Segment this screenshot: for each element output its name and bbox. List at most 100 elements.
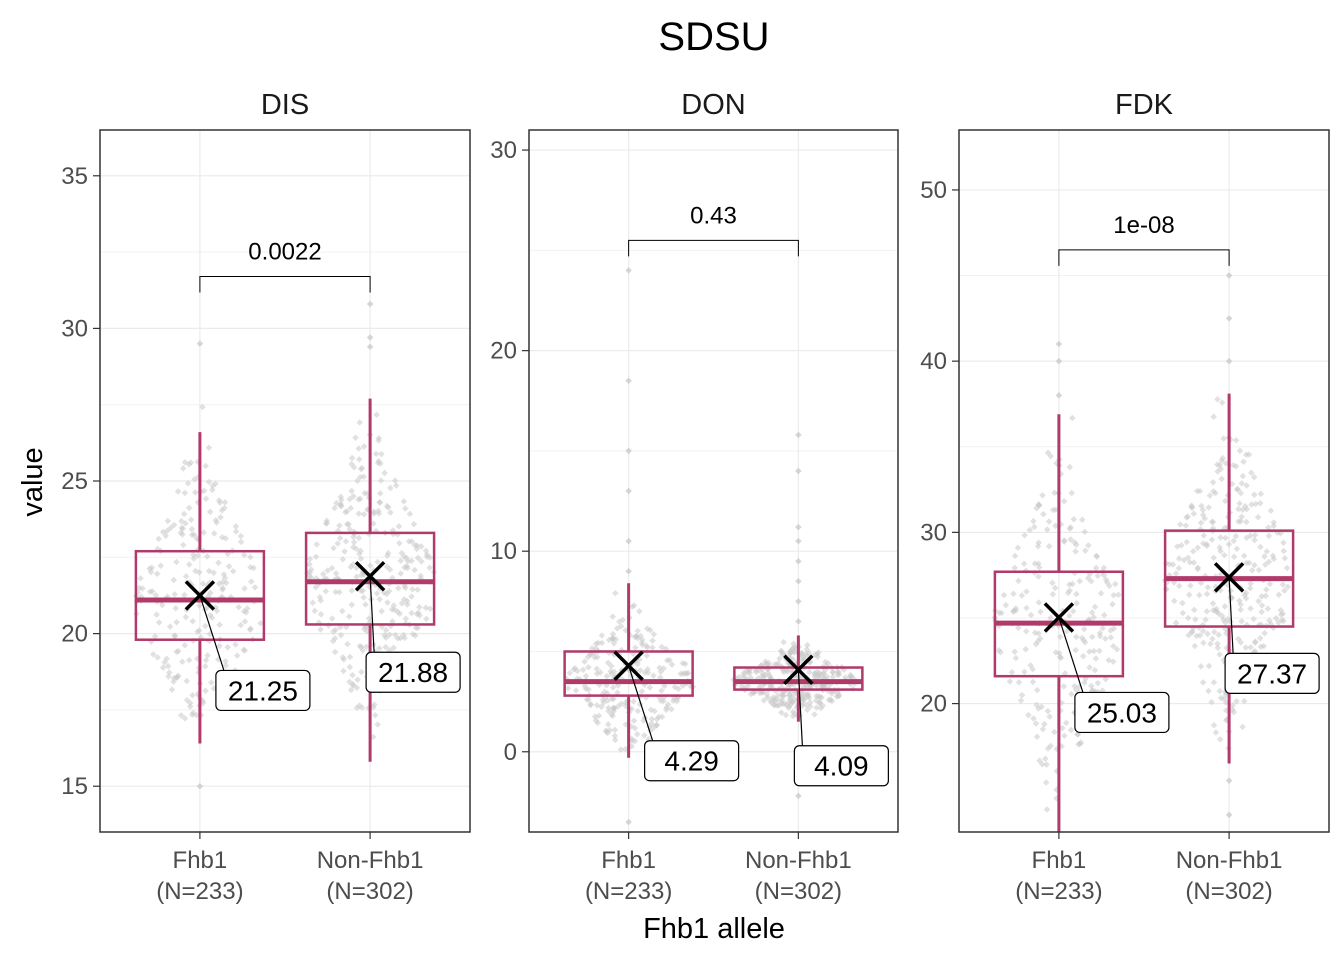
data-point [610, 695, 617, 703]
data-point [339, 555, 347, 563]
data-point [306, 561, 313, 568]
data-point [1258, 593, 1265, 600]
data-point [1037, 608, 1044, 616]
data-point [1027, 611, 1035, 619]
data-point [365, 615, 373, 622]
data-point [354, 477, 361, 485]
data-point [388, 606, 396, 613]
data-point [1246, 585, 1254, 592]
data-point [642, 642, 650, 650]
data-point [1039, 725, 1047, 733]
data-point [202, 462, 209, 470]
y-axis-label: value [17, 447, 49, 516]
data-point [1033, 686, 1041, 694]
data-point [251, 584, 259, 591]
outlier-point [795, 557, 802, 565]
data-point [1061, 732, 1068, 740]
outlier-point [795, 523, 802, 531]
data-point [1072, 646, 1079, 654]
data-point [377, 477, 385, 484]
data-point [320, 570, 327, 578]
mean-leader-line [628, 665, 654, 741]
data-point [1073, 590, 1080, 598]
data-point [346, 678, 353, 686]
data-point [360, 594, 367, 601]
data-point [804, 641, 811, 649]
data-point [164, 517, 172, 525]
data-point [806, 668, 813, 676]
data-point [778, 709, 785, 716]
data-point [598, 639, 606, 647]
p-value-label: 0.0022 [248, 239, 321, 266]
data-point [1047, 614, 1054, 622]
y-tick-label: 20 [61, 621, 88, 648]
data-point [1096, 647, 1103, 655]
data-point [1041, 720, 1048, 728]
data-point [1240, 552, 1248, 560]
data-point [598, 632, 606, 639]
point-cloud-non-fhb1 [730, 431, 859, 800]
data-point [1025, 711, 1032, 719]
mean-label: 27.37 [1237, 658, 1307, 689]
data-point [377, 490, 384, 497]
data-point [790, 640, 797, 647]
data-point [403, 597, 411, 605]
data-point [1183, 538, 1190, 546]
facet-panel-don: DON 0 10 20 30 4.29 4.09 0.43 Fhb1 (N=233) Non-Fhb… [490, 89, 899, 905]
data-point [1030, 517, 1037, 525]
data-point [1081, 679, 1088, 686]
data-point [192, 489, 199, 496]
data-point [1258, 608, 1265, 616]
data-point [829, 669, 836, 676]
data-point [332, 588, 339, 596]
data-point [1060, 498, 1068, 505]
data-point [1176, 582, 1183, 590]
data-point [1175, 555, 1183, 562]
data-point [322, 588, 330, 595]
data-point [760, 697, 768, 704]
data-point [581, 658, 588, 665]
data-point [609, 712, 616, 720]
data-point [374, 459, 382, 467]
data-point [389, 618, 396, 625]
outlier-point [366, 300, 374, 308]
data-point [1015, 679, 1023, 686]
data-point [1233, 545, 1241, 553]
data-point [1097, 590, 1105, 597]
data-point [1202, 616, 1209, 623]
data-point [414, 554, 422, 562]
outlier-point [795, 537, 802, 545]
data-point [1214, 640, 1221, 647]
data-point [1062, 719, 1070, 727]
data-point [750, 689, 758, 696]
data-point [312, 553, 320, 560]
data-point [416, 603, 423, 611]
data-point [767, 697, 775, 705]
mean-leader-line [1058, 617, 1084, 693]
data-point [1112, 580, 1119, 588]
data-point [342, 508, 349, 516]
data-point [1091, 603, 1099, 611]
data-point [1081, 528, 1089, 535]
chart-title: SDSU [658, 15, 769, 59]
outlier-point [196, 782, 204, 790]
data-point [1255, 566, 1263, 574]
data-point [598, 703, 605, 711]
data-point [661, 682, 668, 690]
data-point [159, 664, 167, 671]
data-point [1021, 668, 1028, 676]
data-point [179, 465, 187, 472]
data-point [1060, 683, 1068, 690]
data-point [649, 644, 656, 651]
data-point [370, 508, 378, 515]
data-point [1056, 633, 1064, 641]
data-point [137, 574, 144, 582]
data-point [1266, 580, 1274, 588]
data-point [334, 540, 341, 547]
data-point [378, 450, 385, 458]
data-point [1214, 396, 1221, 403]
data-point [1078, 516, 1086, 523]
data-point [422, 604, 430, 611]
data-point [232, 641, 239, 648]
data-point [1236, 500, 1243, 507]
